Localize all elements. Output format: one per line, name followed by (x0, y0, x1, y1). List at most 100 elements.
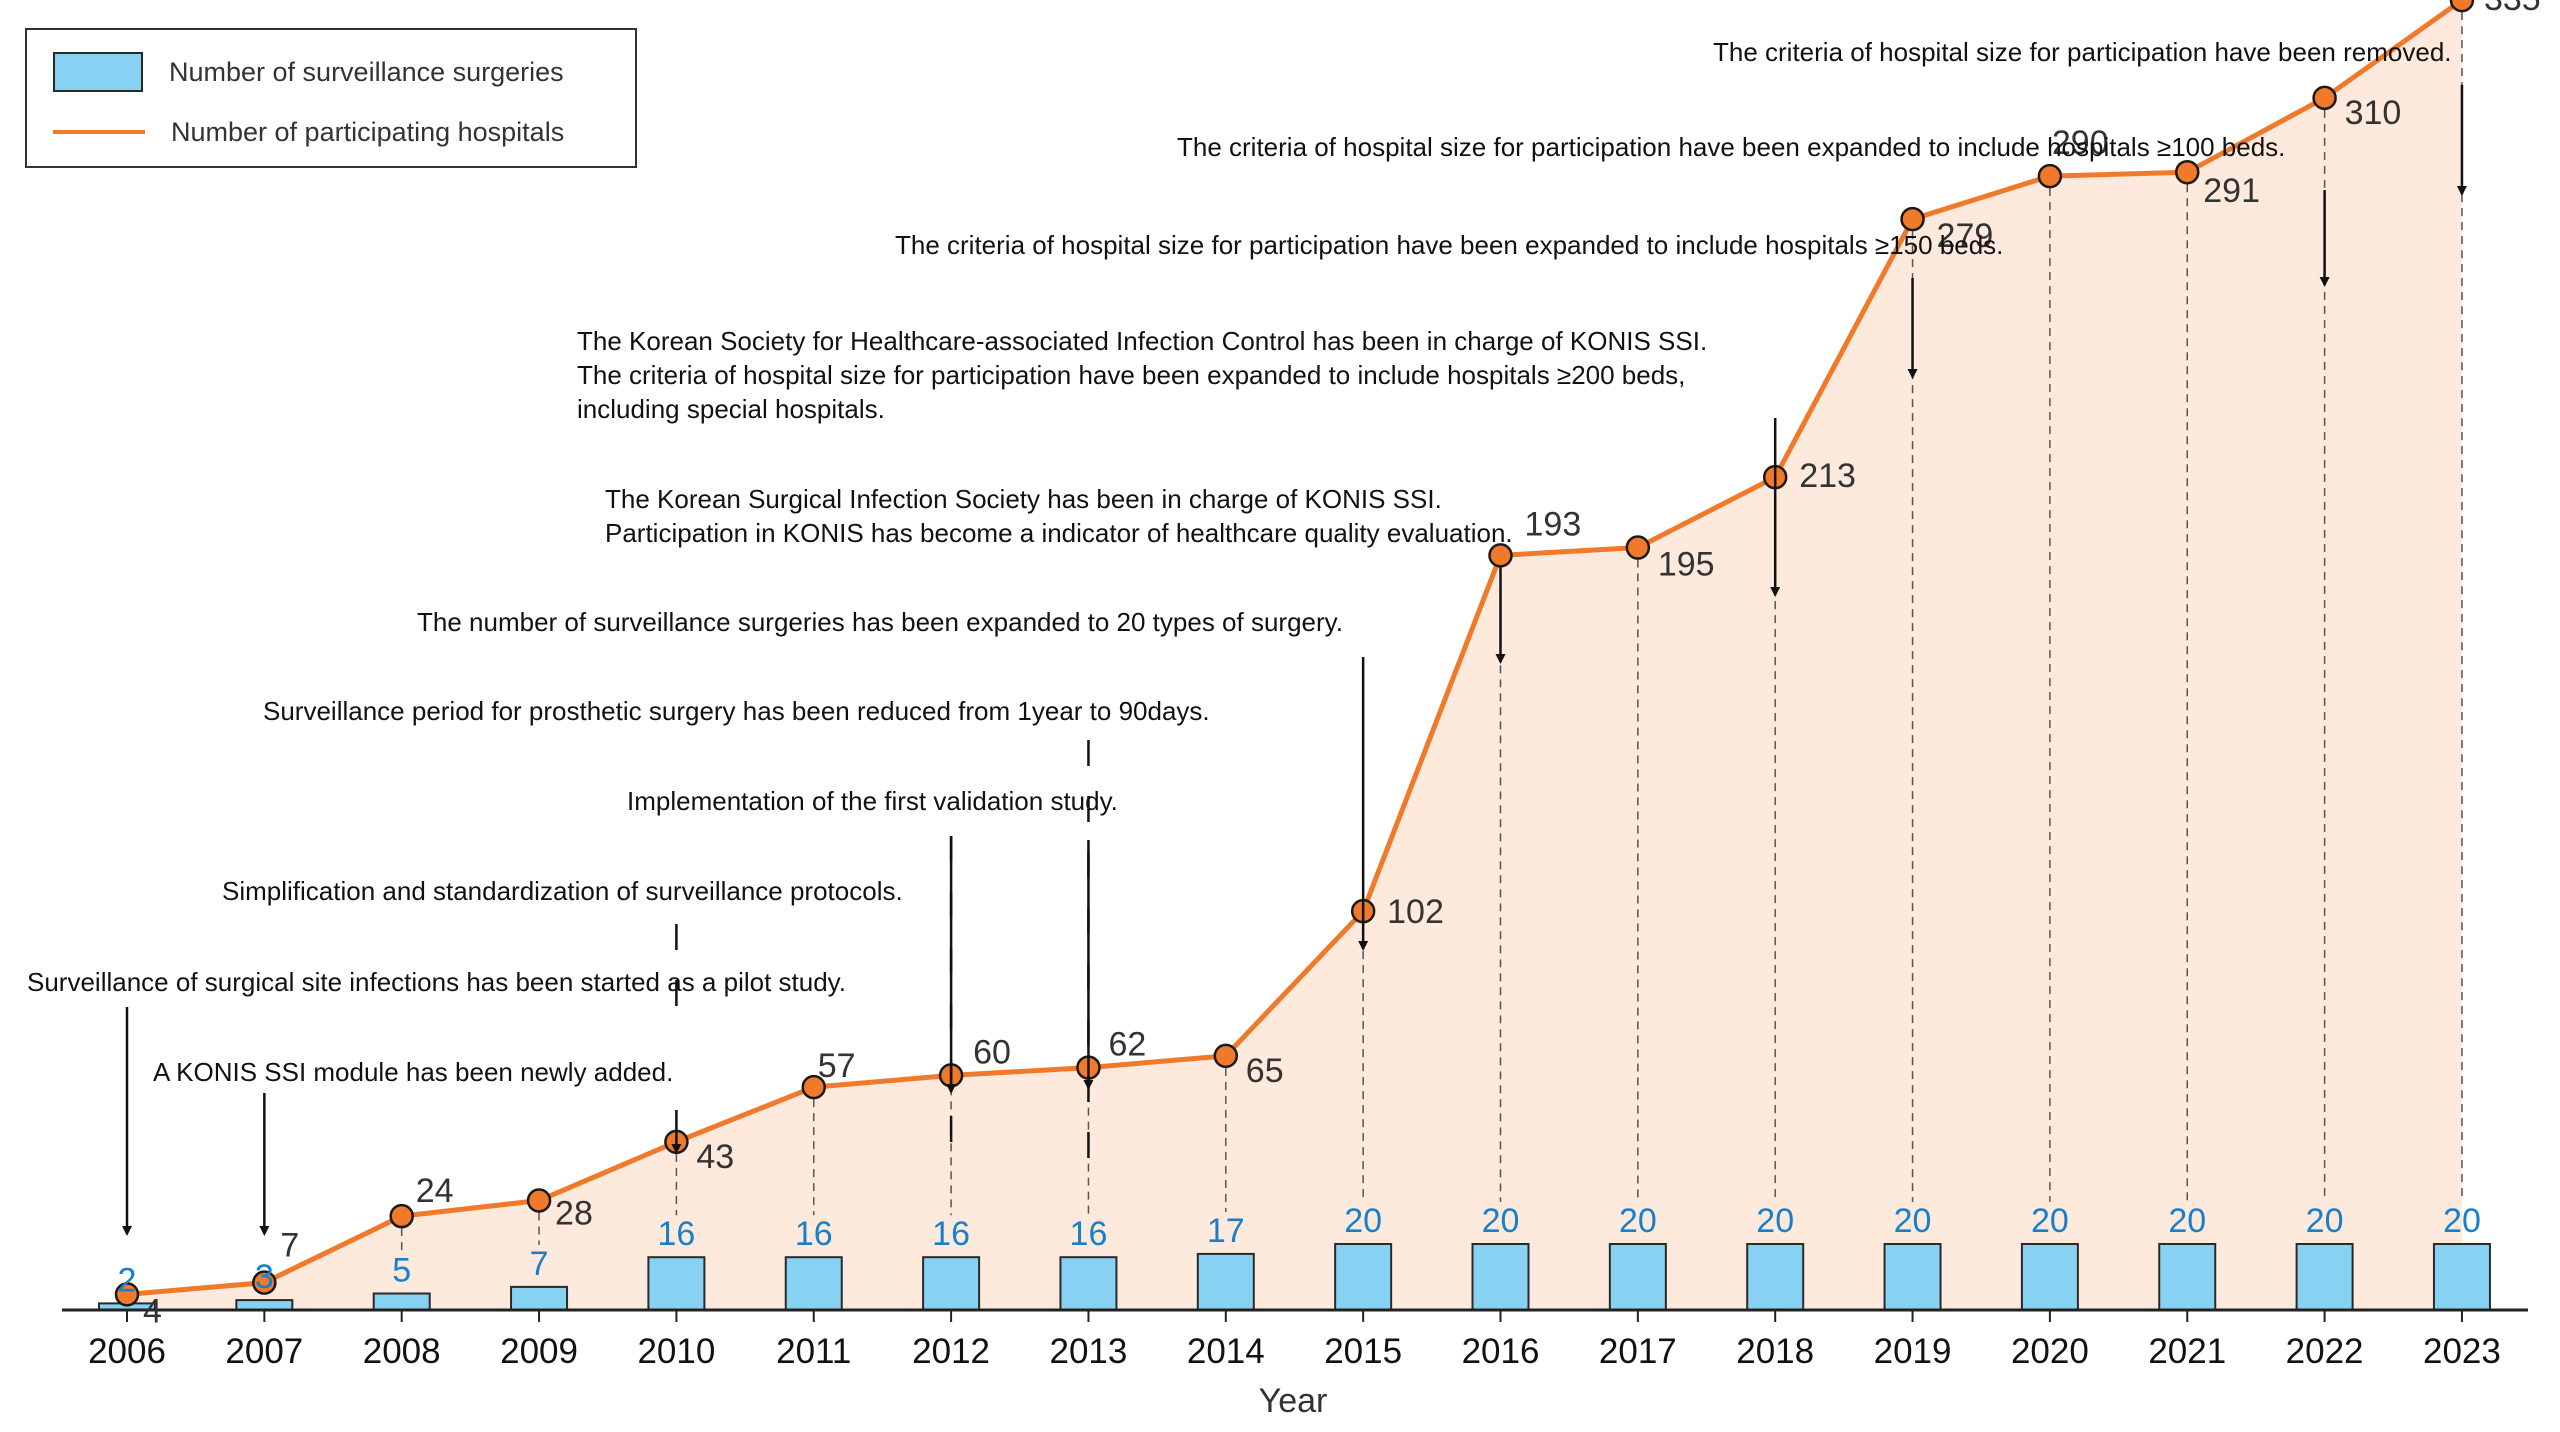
x-tick-label-2017: 2017 (1599, 1332, 1677, 1371)
x-tick-label-2023: 2023 (2423, 1332, 2501, 1371)
x-tick-label-2010: 2010 (637, 1332, 715, 1371)
x-tick-label-2009: 2009 (500, 1332, 578, 1371)
annotation-text-2016-1: The Korean Surgical Infection Society ha… (605, 484, 1442, 514)
annotation-2010: Simplification and standardization of su… (222, 876, 903, 1154)
legend-item-surgeries: Number of surveillance surgeries (53, 50, 564, 94)
bar-value-label-2006: 2 (118, 1261, 137, 1299)
hospital-point-2011 (801, 1074, 826, 1100)
hospital-value-label-2014: 65 (1246, 1052, 1284, 1090)
x-tick-label-2013: 2013 (1050, 1332, 1128, 1371)
annotation-2013: Surveillance period for prosthetic surge… (263, 696, 1210, 1160)
annotation-text-2022-1: The criteria of hospital size for partic… (1177, 132, 2285, 162)
legend: Number of surveillance surgeries Number … (25, 28, 637, 168)
bar-value-label-2015: 20 (1344, 1202, 1382, 1240)
bar-2018 (1746, 1243, 1805, 1311)
area-fill (127, 0, 2462, 1310)
bar-2021 (2158, 1243, 2217, 1311)
bar-value-label-2023: 20 (2443, 1202, 2481, 1240)
hospital-value-label-2023: 335 (2484, 0, 2541, 18)
bar-2017 (1608, 1243, 1667, 1311)
annotation-2012: Implementation of the first validation s… (627, 786, 1118, 1160)
bar-value-label-2017: 20 (1619, 1202, 1657, 1240)
hospital-value-label-2012: 60 (973, 1033, 1011, 1071)
hospital-value-label-2008: 24 (416, 1172, 454, 1210)
annotation-text-2019-1: The criteria of hospital size for partic… (895, 230, 2003, 260)
bar-2019 (1883, 1243, 1942, 1311)
hospital-point-2008 (389, 1203, 414, 1229)
hospital-value-label-2010: 43 (696, 1138, 734, 1176)
bar-value-label-2018: 20 (1756, 1202, 1794, 1240)
hospital-value-label-2015: 102 (1387, 893, 1444, 931)
hospital-value-label-2019: 279 (1937, 217, 1994, 255)
hospital-value-label-2020: 290 (2052, 124, 2109, 162)
legend-swatch-line (53, 130, 145, 134)
annotation-text-2018-3: including special hospitals. (577, 394, 885, 424)
hospital-value-label-2018: 213 (1799, 457, 1856, 495)
x-tick-label-2018: 2018 (1736, 1332, 1814, 1371)
x-axis-title: Year (1259, 1382, 1328, 1420)
annotation-2007: A KONIS SSI module has been newly added. (153, 1057, 673, 1236)
legend-label-surgeries: Number of surveillance surgeries (169, 56, 564, 87)
annotation-2015: The number of surveillance surgeries has… (417, 607, 1369, 951)
x-tick-label-2012: 2012 (912, 1332, 990, 1371)
hospital-point-2021 (2175, 159, 2200, 185)
bar-2009 (510, 1285, 569, 1312)
hospital-point-2014 (1213, 1043, 1239, 1069)
bar-value-label-2022: 20 (2306, 1202, 2344, 1240)
bar-2012 (922, 1256, 981, 1311)
x-tick-label-2007: 2007 (225, 1332, 303, 1371)
hospital-value-label-2011: 57 (818, 1047, 856, 1085)
x-tick-label-2011: 2011 (776, 1332, 851, 1371)
bar-value-label-2007: 3 (255, 1258, 274, 1296)
bar-2016 (1471, 1243, 1530, 1311)
annotation-2019: The criteria of hospital size for partic… (895, 230, 2003, 379)
hospital-point-2009 (526, 1188, 552, 1213)
hospital-value-label-2013: 62 (1108, 1026, 1146, 1064)
hospital-value-label-2017: 195 (1658, 546, 1715, 584)
annotation-2016: The Korean Surgical Infection Society ha… (605, 484, 1513, 664)
bar-value-label-2011: 16 (795, 1215, 833, 1253)
annotation-text-2018-2: The criteria of hospital size for partic… (577, 360, 1685, 390)
hospital-point-2020 (2037, 163, 2063, 189)
x-tick-label-2015: 2015 (1324, 1332, 1402, 1371)
annotation-text-2006-1: Surveillance of surgical site infections… (27, 967, 846, 997)
x-tick-label-2016: 2016 (1462, 1332, 1540, 1371)
x-tick-label-2019: 2019 (1874, 1332, 1952, 1371)
annotation-2006: Surveillance of surgical site infections… (27, 967, 846, 1236)
bar-2023 (2432, 1243, 2491, 1311)
annotation-text-2012-1: Implementation of the first validation s… (627, 786, 1118, 816)
x-tick-label-2014: 2014 (1187, 1332, 1265, 1371)
bar-2013 (1059, 1256, 1118, 1311)
bar-2022 (2295, 1243, 2354, 1311)
hospital-value-label-2009: 28 (555, 1195, 593, 1233)
bar-2010 (647, 1256, 706, 1311)
hospital-value-label-2022: 310 (2345, 94, 2402, 132)
hospital-point-2006 (114, 1282, 140, 1307)
annotation-2022: The criteria of hospital size for partic… (1177, 132, 2330, 287)
bar-value-label-2019: 20 (1894, 1202, 1932, 1240)
hospital-value-label-2007: 7 (280, 1227, 299, 1265)
bar-2014 (1196, 1252, 1255, 1312)
annotation-text-2007-1: A KONIS SSI module has been newly added. (153, 1057, 673, 1087)
x-tick-label-2022: 2022 (2286, 1332, 2364, 1371)
legend-swatch-bar (53, 52, 143, 92)
annotation-text-2023-1: The criteria of hospital size for partic… (1713, 37, 2452, 67)
bar-value-label-2012: 16 (932, 1215, 970, 1253)
bar-value-label-2008: 5 (392, 1252, 411, 1290)
bar-value-label-2016: 20 (1482, 1202, 1520, 1240)
annotation-text-2016-2: Participation in KONIS has become a indi… (605, 518, 1513, 548)
hospital-point-2023 (2449, 0, 2475, 13)
hospital-line (126, 0, 2464, 1297)
annotation-text-2010-1: Simplification and standardization of su… (222, 876, 903, 906)
annotation-text-2015-1: The number of surveillance surgeries has… (417, 607, 1343, 637)
bar-value-label-2013: 16 (1070, 1215, 1108, 1253)
bar-value-label-2020: 20 (2031, 1202, 2069, 1240)
x-tick-label-2006: 2006 (88, 1332, 166, 1371)
annotation-2018: The Korean Society for Healthcare-associ… (577, 326, 1781, 597)
bar-2008 (372, 1292, 431, 1311)
hospital-point-2022 (2312, 85, 2337, 111)
bar-value-label-2010: 16 (657, 1215, 695, 1253)
x-tick-label-2021: 2021 (2148, 1332, 2226, 1371)
bar-2015 (1334, 1243, 1393, 1311)
